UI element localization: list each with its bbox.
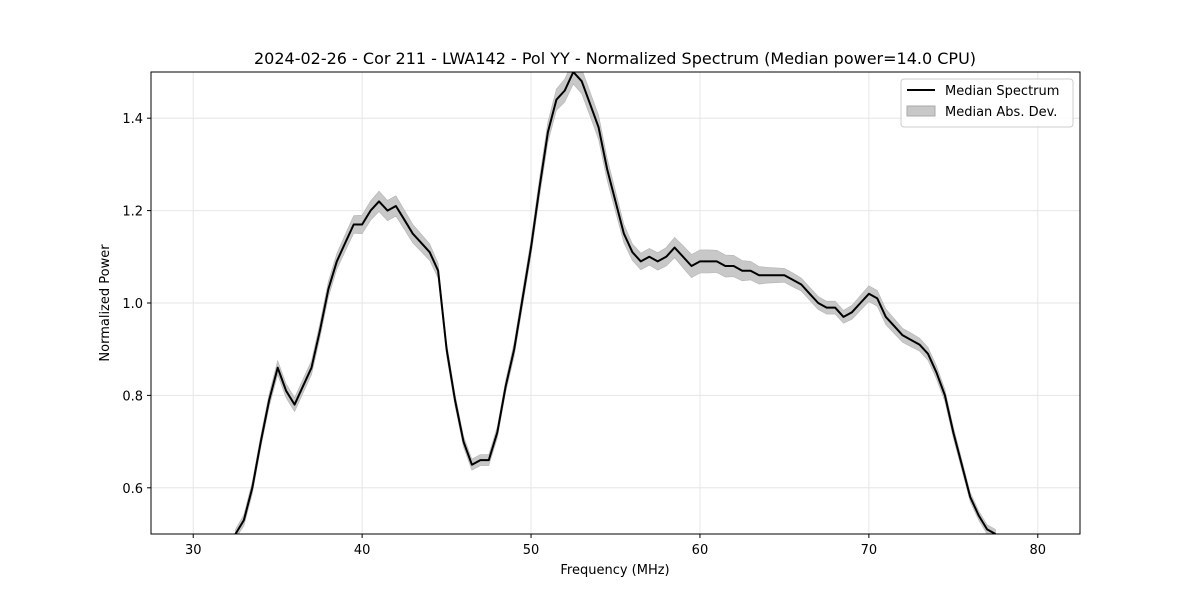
x-tick-label: 60 <box>692 543 709 558</box>
legend-box <box>900 78 1074 128</box>
legend: Median Spectrum Median Abs. Dev. <box>900 78 1074 128</box>
chart-title: 2024-02-26 - Cor 211 - LWA142 - Pol YY -… <box>254 49 976 68</box>
mad-band <box>235 72 996 534</box>
legend-band-swatch <box>906 105 936 117</box>
median-spectrum-line <box>234 72 996 534</box>
y-tick-label: 1.2 <box>122 205 143 220</box>
y-tick-label: 0.6 <box>122 482 143 497</box>
x-tick-label: 70 <box>861 543 878 558</box>
y-tick-label: 1.0 <box>122 297 143 312</box>
x-axis-label: Frequency (MHz) <box>560 563 669 578</box>
legend-label-median-spectrum: Median Spectrum <box>945 84 1059 99</box>
x-tick-label: 50 <box>523 543 540 558</box>
legend-label-median-abs-dev: Median Abs. Dev. <box>945 105 1057 120</box>
x-tick-label: 40 <box>354 543 371 558</box>
x-tick-label: 80 <box>1029 543 1046 558</box>
y-tick-label: 0.8 <box>122 389 143 404</box>
y-tick-label: 1.4 <box>122 112 143 127</box>
y-axis-label: Normalized Power <box>98 244 113 362</box>
axis-ticks: 30 40 50 60 70 80 0.6 0.8 1.0 1.2 1.4 <box>122 112 1046 558</box>
data-layer <box>234 72 996 534</box>
x-tick-label: 30 <box>185 543 202 558</box>
